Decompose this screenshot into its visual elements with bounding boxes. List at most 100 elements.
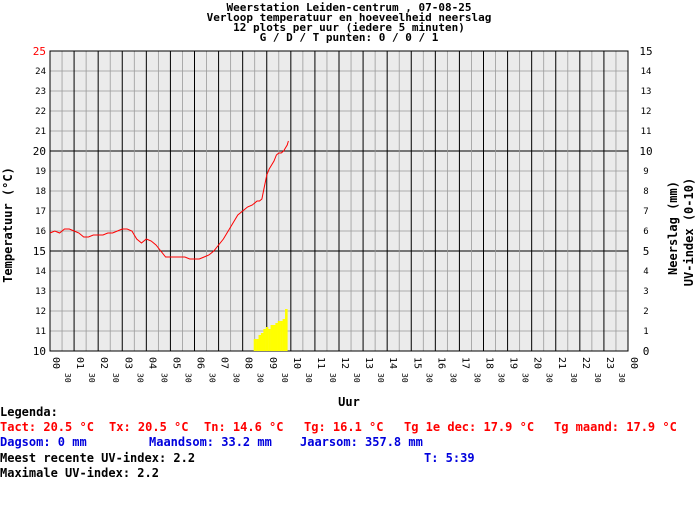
y-right-tick-label: 15 [639,45,652,58]
y-left-tick-label: 15 [33,245,46,258]
x-minor-tick-label: 30 [497,373,506,383]
y-right-tick-label: 5 [643,245,650,258]
x-tick-label: 13 [363,357,374,369]
chart-title-points: G / D / T punten: 0 / 0 / 1 [260,31,439,44]
legend-tn: Tn: 14.6 °C [204,420,284,434]
x-minor-tick-label: 30 [159,373,168,383]
x-tick-label: 22 [580,357,591,369]
legend-uv-max: Maximale UV-index: 2.2 [0,466,159,480]
legend-uv-recent: Meest recente UV-index: 2.2 [0,451,196,465]
uv-bar [275,323,278,351]
y-left-tick-label: 24 [35,67,46,77]
y-left-tick-label: 23 [35,87,46,97]
y-right-tick-label: 10 [639,145,652,158]
uv-bar [280,321,283,351]
x-tick-label: 18 [484,357,495,369]
x-minor-tick-label: 30 [545,373,554,383]
y-left-tick-label: 20 [33,145,46,158]
y-right-tick-label: 3 [643,287,648,297]
y-left-tick-label: 11 [35,327,46,337]
uv-bar [265,327,269,351]
y-right-tick-label: 11 [641,127,652,137]
y-right-tick-label: 7 [643,207,648,217]
x-tick-label: 06 [195,357,206,369]
x-tick-label: 10 [291,357,302,369]
x-tick-label: 08 [243,357,254,369]
x-tick-label: 11 [315,357,326,369]
y-left-tick-label: 10 [33,345,46,358]
x-tick-label: 00 [50,357,61,369]
y-left-tick-label: 13 [35,287,46,297]
legend-tg-dec: Tg 1e dec: 17.9 °C [404,420,535,434]
x-tick-label: 20 [532,357,543,369]
x-minor-tick-label: 30 [472,373,481,383]
x-tick-label: 15 [411,357,422,369]
y-axis-label-left: Temperatuur (°C) [1,167,15,283]
uv-bar [253,339,257,351]
x-tick-label: 21 [556,357,567,369]
y-left-tick-label: 12 [35,307,46,317]
y-right-tick-label: 4 [643,267,648,277]
uv-bar [285,309,288,351]
x-minor-tick-label: 30 [135,373,144,383]
x-minor-tick-label: 30 [617,373,626,383]
x-tick-label: 04 [146,357,157,369]
y-right-tick-label: 0 [643,345,650,358]
x-tick-label: 16 [435,357,446,369]
x-minor-tick-label: 30 [376,373,385,383]
y-left-tick-label: 22 [35,107,46,117]
uv-bar [258,335,262,351]
x-minor-tick-label: 30 [448,373,457,383]
legend-tact: Tact: 20.5 °C [0,420,94,434]
legend-maandsom: Maandsom: 33.2 mm [149,435,272,449]
y-left-tick-label: 21 [35,127,46,137]
y-right-tick-label: 2 [643,307,648,317]
legend-tx: Tx: 20.5 °C [109,420,189,434]
chart-title-subject: Verloop temperatuur en hoeveelheid neers… [207,11,492,24]
y-left-tick-label: 25 [33,45,46,58]
x-minor-tick-label: 30 [352,373,361,383]
chart-title-plots: 12 plots per uur (iedere 5 minuten) [233,21,465,34]
x-minor-tick-label: 30 [256,373,265,383]
uv-bar [272,325,276,351]
uv-bar [277,321,281,351]
x-tick-label: 19 [508,357,519,369]
legend-title: Legenda: [0,405,58,419]
x-minor-tick-label: 30 [183,373,192,383]
x-minor-tick-label: 30 [328,373,337,383]
x-minor-tick-label: 30 [424,373,433,383]
x-minor-tick-label: 30 [400,373,409,383]
y-right-tick-label: 6 [643,227,648,237]
y-right-tick-label: 12 [641,107,652,117]
uv-bar [282,319,286,351]
legend-tg: Tg: 16.1 °C [304,420,384,434]
x-tick-label: 00 [628,357,639,369]
x-minor-tick-label: 30 [208,373,217,383]
x-minor-tick-label: 30 [280,373,289,383]
uv-bar [263,329,266,351]
x-minor-tick-label: 30 [521,373,530,383]
x-tick-label: 09 [267,357,278,369]
weather-chart: Weerstation Leiden-centrum , 07-08-25 Ve… [1,1,696,409]
uv-bar [256,339,259,351]
y-right-tick-label: 14 [641,67,652,77]
y-left-tick-label: 18 [35,187,46,197]
uv-bar [268,329,271,351]
y-right-tick-label: 8 [643,187,648,197]
y-right-tick-label: 1 [643,327,648,337]
legend-tg-maand: Tg maand: 17.9 °C [554,420,677,434]
x-minor-tick-label: 30 [569,373,578,383]
x-tick-label: 23 [604,357,615,369]
y-axis-label-right-neerslag: Neerslag (mm) [666,181,680,275]
x-tick-label: 12 [339,357,350,369]
y-left-tick-label: 17 [35,207,46,217]
legend-dagsom: Dagsom: 0 mm [0,435,87,449]
x-tick-label: 05 [170,357,181,369]
x-minor-tick-label: 30 [304,373,313,383]
x-minor-tick-label: 30 [111,373,120,383]
y-left-tick-label: 19 [35,167,46,177]
x-tick-label: 17 [459,357,470,369]
y-left-tick-label: 16 [35,227,46,237]
y-left-tick-label: 14 [35,267,46,277]
chart-title-station: Weerstation Leiden-centrum , 07-08-25 [226,1,471,14]
